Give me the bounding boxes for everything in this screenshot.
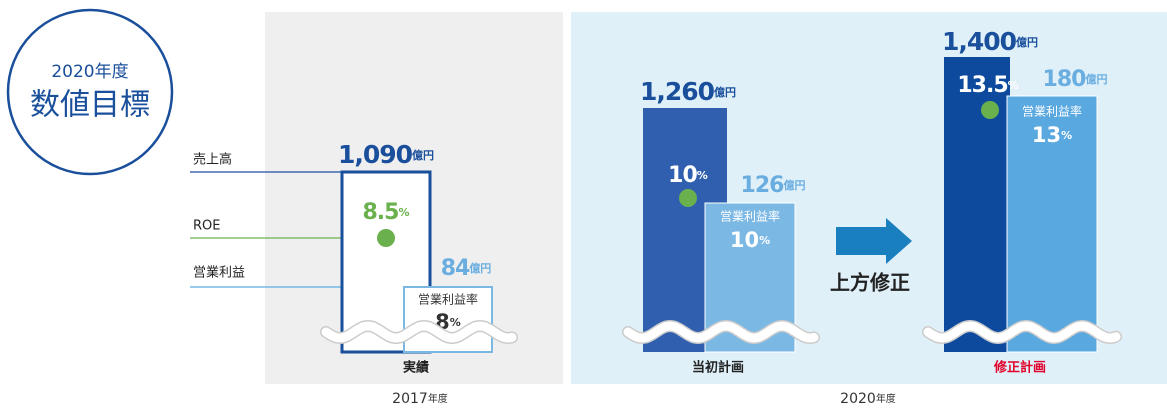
break-wave	[623, 321, 819, 343]
unit: 億円	[412, 148, 434, 162]
sales-label: 1,090億円	[338, 140, 434, 169]
badge-circle	[6, 8, 174, 176]
unit: %	[1061, 129, 1072, 142]
value: 8.5	[362, 200, 398, 225]
badge-title: 数値目標	[30, 88, 150, 123]
value: 84	[441, 256, 470, 281]
roe-dot	[377, 229, 395, 247]
unit: %	[398, 206, 409, 219]
margin-label: 営業利益率	[1022, 104, 1082, 119]
value: 10	[668, 163, 697, 188]
unit: 年度	[876, 392, 896, 405]
arrow	[836, 218, 912, 264]
roe-dot	[679, 189, 697, 207]
margin-value: 13%	[1032, 123, 1072, 147]
legend-roe: ROE	[193, 219, 220, 234]
arrow-label: 上方修正	[830, 271, 910, 295]
roe-label: 13.5%	[957, 73, 1018, 98]
unit: %	[759, 234, 770, 247]
sales-label: 1,260億円	[640, 77, 736, 106]
roe-label: 8.5%	[362, 200, 409, 225]
unit: 億円	[469, 261, 491, 275]
sales-label: 1,400億円	[942, 27, 1038, 56]
margin-label: 営業利益率	[720, 209, 780, 224]
legend-profit: 営業利益	[193, 265, 245, 281]
roe-dot	[981, 101, 999, 119]
year-label: 2020年度	[840, 391, 896, 407]
value: 180	[1043, 67, 1087, 92]
profit-bar	[1006, 95, 1098, 353]
break-wave	[923, 321, 1121, 343]
profit-label: 84億円	[441, 256, 492, 281]
unit: 億円	[1085, 72, 1107, 86]
profit-label: 126億円	[741, 173, 806, 198]
value: 13.5	[957, 73, 1007, 98]
unit: %	[1008, 79, 1019, 92]
value: 2020	[840, 391, 876, 407]
margin-value: 10%	[730, 228, 770, 252]
unit: 億円	[783, 178, 805, 192]
badge-year: 2020年度	[51, 62, 128, 82]
value: 1,400	[942, 27, 1017, 56]
unit: %	[697, 169, 708, 182]
sales-bar	[944, 57, 1010, 352]
category-label: 実績	[403, 360, 429, 376]
unit: 億円	[1016, 35, 1038, 49]
unit: 億円	[714, 85, 736, 99]
value: 2017	[392, 391, 428, 407]
break-wave	[321, 321, 517, 343]
margin-label: 営業利益率	[418, 292, 478, 307]
unit: %	[450, 316, 461, 329]
year-label: 2017年度	[392, 391, 448, 407]
value: 13	[1032, 123, 1061, 147]
value: 1,260	[640, 77, 715, 106]
value: 126	[741, 173, 785, 198]
roe-label: 10%	[668, 163, 708, 188]
category-label: 修正計画	[993, 360, 1046, 376]
profit-label: 180億円	[1043, 67, 1108, 92]
value: 10	[730, 228, 759, 252]
value: 1,090	[338, 140, 413, 169]
category-label: 当初計画	[692, 360, 744, 376]
unit: 年度	[428, 392, 448, 405]
legend-sales: 売上高	[193, 152, 232, 168]
